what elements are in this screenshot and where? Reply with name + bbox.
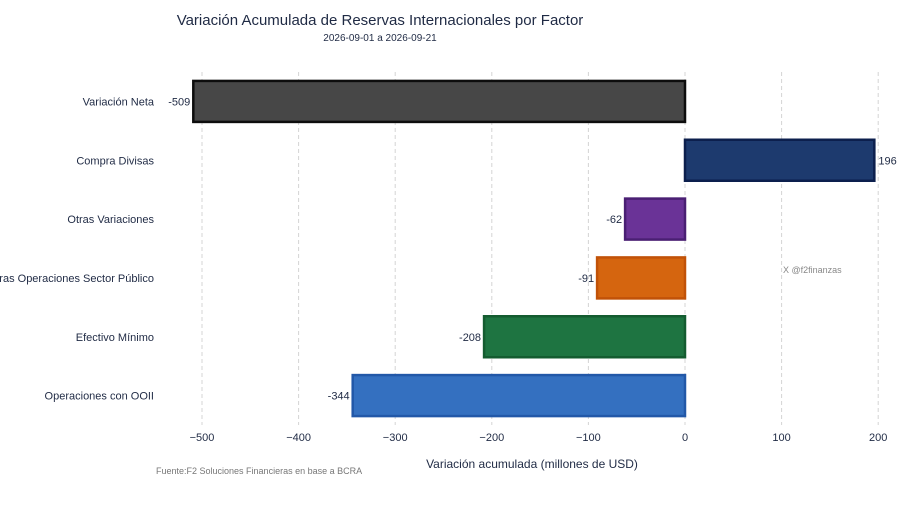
x-tick-label: 0 (682, 432, 688, 444)
labels: −500 −400 −300 −200 −100 0 100 200 Variación Net… (0, 96, 897, 444)
category-label: Compra Divisas (76, 155, 154, 167)
x-tick-label: −300 (383, 432, 408, 444)
x-tick-label: −200 (479, 432, 504, 444)
bar (192, 79, 687, 124)
bar (623, 197, 687, 241)
chart-title: Variación Acumulada de Reservas Internac… (176, 12, 584, 29)
category-label: Efectivo Mínimo (76, 332, 154, 344)
x-tick-label: −100 (576, 432, 601, 444)
value-label: -509 (168, 96, 190, 108)
watermark: X @f2finanzas (783, 265, 842, 275)
value-label: -62 (606, 214, 622, 226)
source-note: Fuente:F2 Soluciones Financieras en base… (156, 466, 363, 476)
category-label: Otras Operaciones Sector Público (0, 273, 154, 285)
bar (482, 315, 687, 359)
x-tick-label: −400 (286, 432, 311, 444)
x-tick-label: 200 (869, 432, 887, 444)
value-label: -91 (578, 273, 594, 285)
bar (683, 138, 876, 182)
value-label: -344 (328, 391, 350, 403)
value-label: 196 (878, 155, 896, 167)
bar (351, 373, 687, 418)
category-label: Operaciones con OOII (45, 391, 154, 403)
category-label: Variación Neta (83, 96, 155, 108)
grid-lines (201, 72, 879, 425)
x-tick-label: 100 (772, 432, 790, 444)
category-label: Otras Variaciones (67, 214, 154, 226)
value-label: -208 (459, 332, 481, 344)
bars (192, 79, 876, 418)
x-axis-label: Variación acumulada (millones de USD) (426, 457, 638, 471)
bar (595, 256, 687, 300)
x-tick-label: −500 (190, 432, 215, 444)
chart-subtitle: 2026-09-01 a 2026-09-21 (323, 33, 437, 44)
